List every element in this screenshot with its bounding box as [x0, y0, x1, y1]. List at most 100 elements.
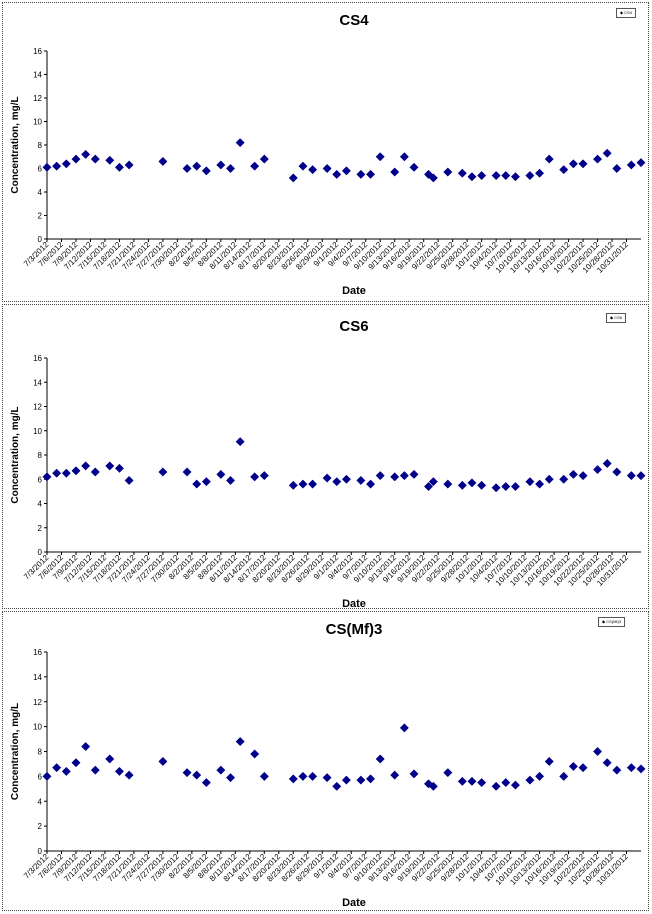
data-point [612, 765, 622, 775]
y-axis-label: Concentration, mg/L [10, 703, 21, 800]
data-point [592, 154, 603, 164]
data-point [81, 461, 91, 471]
data-point [250, 161, 260, 171]
data-point [636, 158, 646, 168]
data-point [216, 469, 226, 479]
data-point [158, 156, 168, 167]
data-point [182, 163, 192, 174]
y-tick-label: 10 [33, 427, 42, 436]
data-point [298, 771, 308, 781]
y-tick-label: 4 [38, 500, 43, 509]
data-point [105, 155, 115, 165]
y-tick-label: 12 [33, 94, 42, 103]
data-point [544, 474, 554, 484]
data-point [259, 154, 269, 164]
data-point [457, 480, 467, 490]
data-point [535, 168, 545, 178]
data-point [428, 173, 438, 183]
data-point [568, 761, 578, 771]
y-tick-label: 14 [33, 673, 42, 682]
data-point [578, 471, 588, 481]
data-point [225, 163, 236, 174]
data-point [525, 170, 535, 181]
data-point [235, 736, 245, 747]
data-point [559, 474, 569, 484]
data-point [42, 162, 52, 172]
data-point [42, 771, 52, 781]
data-point [568, 469, 578, 479]
data-point [423, 481, 434, 492]
data-point [201, 477, 211, 487]
data-point [510, 780, 520, 790]
y-tick-label: 16 [33, 648, 42, 657]
data-point [356, 775, 366, 785]
data-point [42, 472, 52, 482]
data-point [559, 165, 569, 175]
data-point [578, 763, 588, 773]
data-point [525, 775, 535, 785]
data-point [626, 763, 636, 773]
data-point [288, 173, 298, 183]
data-point [399, 152, 409, 162]
data-point [124, 475, 134, 486]
data-point [52, 161, 62, 171]
data-point [71, 466, 81, 476]
data-point [626, 471, 636, 481]
y-tick-label: 2 [38, 524, 43, 533]
y-axis-label: Concentration, mg/L [10, 96, 21, 193]
data-point [322, 773, 332, 783]
chart-svg: CS(Mf)302468101214167/3/20127/6/20127/9/… [10, 621, 646, 909]
y-tick-label: 6 [38, 165, 43, 174]
data-point [399, 723, 409, 733]
data-point [250, 749, 260, 759]
data-point [71, 154, 81, 164]
data-point [158, 467, 168, 477]
data-point [501, 778, 511, 788]
data-point [477, 778, 487, 788]
data-point [298, 161, 308, 171]
chart-svg: CS602468101214167/3/20127/6/20127/9/2012… [10, 318, 646, 608]
y-tick-label: 0 [38, 548, 43, 557]
data-point [105, 754, 115, 764]
data-point [341, 775, 351, 785]
chart-panel-cs4: CS4 0 2 4 6 8 10 12 14 16 7/3/2012 7/6/2012 7/9/2012… [2, 2, 649, 302]
data-point [578, 159, 588, 169]
data-point [298, 479, 308, 489]
data-point [409, 769, 419, 779]
chart-panel-cs6: CS6 0 2 4 6 8 10 12 14 16 7/3/2012 7/6/2012 7/9/2012… [2, 304, 649, 609]
y-tick-label: 4 [38, 797, 43, 806]
data-point [356, 475, 366, 486]
data-point [592, 464, 603, 475]
y-tick-label: 0 [38, 847, 43, 856]
legend: ◆ CS(Mf)3 [598, 617, 626, 627]
legend-label: CS4 [624, 10, 632, 15]
data-point [525, 477, 535, 487]
data-point [201, 778, 211, 788]
data-point [409, 469, 419, 479]
data-point [366, 479, 376, 489]
data-point [356, 169, 366, 179]
data-point [216, 765, 226, 775]
data-point [409, 162, 419, 172]
data-point [467, 172, 477, 182]
data-point [375, 754, 385, 764]
data-point [124, 770, 134, 780]
data-point [341, 474, 351, 484]
data-point [288, 480, 298, 490]
data-point [477, 170, 487, 181]
data-point [568, 159, 578, 169]
chart-title: CS6 [339, 318, 368, 335]
chart-title: CS4 [339, 12, 369, 29]
data-point [602, 148, 612, 158]
data-point [428, 477, 438, 487]
data-point [375, 471, 385, 481]
y-tick-label: 8 [38, 451, 43, 460]
data-point [636, 471, 646, 481]
y-tick-label: 12 [33, 403, 42, 412]
data-point [501, 481, 511, 492]
y-tick-label: 6 [38, 772, 43, 781]
y-tick-label: 8 [38, 141, 43, 150]
y-tick-label: 2 [38, 822, 43, 831]
data-point [192, 770, 202, 780]
data-point [235, 138, 245, 148]
